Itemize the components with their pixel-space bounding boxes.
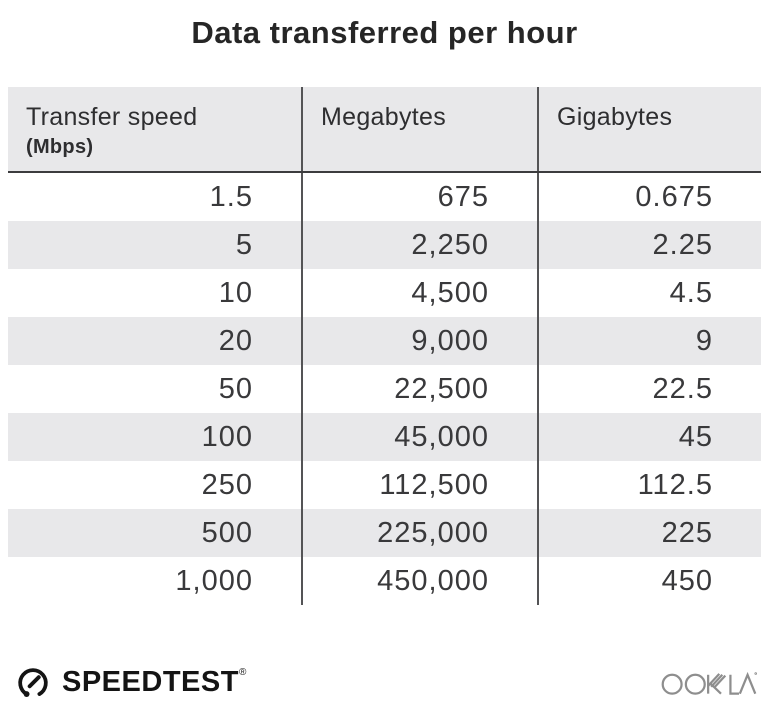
registered-trademark-symbol: ® [238, 666, 247, 678]
column-header-megabytes: Megabytes [303, 87, 539, 171]
table-cell: 0.675 [635, 181, 713, 213]
table-row: 50 22,500 22.5 [8, 365, 761, 413]
column-header-transfer-speed: Transfer speed (Mbps) [8, 87, 303, 171]
table-header-row: Transfer speed (Mbps) Megabytes Gigabyte… [8, 87, 761, 173]
speedtest-wordmark-text: SPEEDTEST [62, 665, 239, 698]
table-cell: 225,000 [303, 509, 539, 557]
table-cell: 4,500 [303, 269, 539, 317]
table-cell: 112.5 [637, 469, 713, 501]
table-cell: 1,000 [8, 557, 303, 605]
table-cell: 50 [8, 365, 303, 413]
table-cell: 45,000 [303, 413, 539, 461]
table-cell: 450,000 [303, 557, 539, 605]
table-cell: 112,500 [303, 461, 539, 509]
table-row: 20 9,000 9 [8, 317, 761, 365]
speedtest-logo: SPEEDTEST® [14, 663, 247, 701]
table-cell: 22.5 [652, 373, 713, 405]
table-cell: 4.5 [669, 277, 713, 309]
table-cell: 1.5 [8, 173, 303, 221]
column-header-label: Transfer speed [26, 103, 198, 131]
speedometer-gauge-icon [14, 663, 52, 701]
ookla-logo [661, 667, 757, 698]
table-row: 5 2,250 2.25 [8, 221, 761, 269]
table-cell: 450 [661, 565, 713, 597]
table-cell: 5 [8, 221, 303, 269]
column-header-unit: (Mbps) [26, 136, 94, 158]
table-row: 1,000 450,000 450 [8, 557, 761, 605]
column-header-label: Megabytes [321, 103, 446, 131]
table-cell: 10 [8, 269, 303, 317]
table-cell: 2.25 [652, 229, 713, 261]
table-cell: 500 [8, 509, 303, 557]
data-table: Transfer speed (Mbps) Megabytes Gigabyte… [8, 87, 761, 605]
table-row: 10 4,500 4.5 [8, 269, 761, 317]
table-cell: 9,000 [303, 317, 539, 365]
table-body: 1.5 675 0.675 5 2,250 2.25 10 4,500 4.5 20 9,000 9 5… [8, 173, 761, 605]
table-row: 250 112,500 112.5 [8, 461, 761, 509]
table-row: 1.5 675 0.675 [8, 173, 761, 221]
table-cell: 9 [695, 325, 713, 357]
table-row: 100 45,000 45 [8, 413, 761, 461]
column-header-label: Gigabytes [557, 103, 673, 131]
footer: SPEEDTEST® [14, 663, 757, 701]
speedtest-wordmark: SPEEDTEST® [62, 666, 247, 699]
table-cell: 20 [8, 317, 303, 365]
table-cell: 100 [8, 413, 303, 461]
table-row: 500 225,000 225 [8, 509, 761, 557]
table-cell: 225 [661, 517, 713, 549]
table-cell: 250 [8, 461, 303, 509]
table-cell: 22,500 [303, 365, 539, 413]
table-cell: 45 [678, 421, 713, 453]
page-title: Data transferred per hour [191, 15, 578, 50]
table-cell: 2,250 [303, 221, 539, 269]
column-header-gigabytes: Gigabytes [539, 87, 761, 171]
table-cell: 675 [303, 173, 539, 221]
